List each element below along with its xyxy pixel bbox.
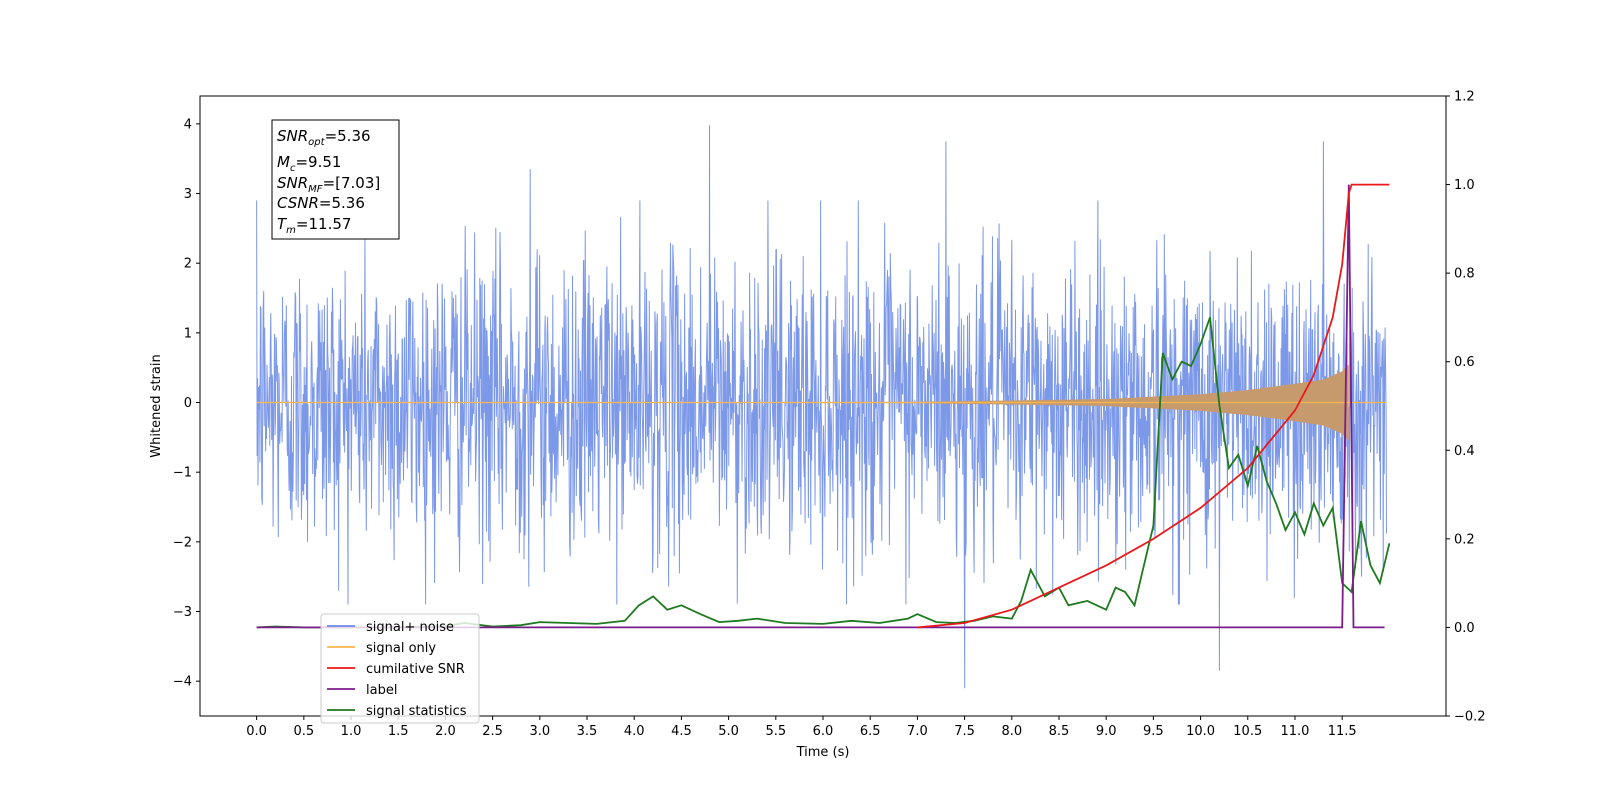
x-tick-label: 3.5 — [577, 724, 598, 739]
x-tick-label: 2.0 — [435, 724, 456, 739]
legend-item-signal-statistics: signal statistics — [327, 704, 467, 719]
x-tick-label: 10.0 — [1186, 724, 1215, 739]
label-line — [256, 184, 1385, 629]
stats-mc: Mc=9.51 — [277, 153, 341, 174]
signal-noise-line — [256, 125, 1387, 689]
y-axis-ticks: 4 3 2 1 0 −1 −2 −3 −4 — [173, 117, 200, 690]
x-tick-label: 1.5 — [388, 724, 409, 739]
y-axis-label: Whitened strain — [149, 354, 164, 457]
legend-item-cumulative-snr: cumilative SNR — [327, 662, 465, 677]
y2-axis-ticks: 1.2 1.0 0.8 0.6 0.4 0.2 0.0 −0.2 — [1446, 90, 1486, 725]
y2-tick-label: 1.2 — [1454, 90, 1475, 105]
svg-text:signal statistics: signal statistics — [366, 704, 467, 719]
y-tick-label: 1 — [184, 326, 192, 341]
x-tick-label: 4.5 — [671, 724, 692, 739]
x-tick-label: 5.5 — [765, 724, 786, 739]
y-tick-label: 2 — [184, 257, 192, 272]
y2-tick-label: −0.2 — [1454, 710, 1486, 725]
x-axis-ticks: 0.0 0.5 1.0 1.5 2.0 2.5 3.0 3.5 4.0 4.5 5.0 5.5 6.0 6… — [246, 716, 1357, 739]
stats-snr-mf: SNRMF=[7.03] — [277, 174, 380, 195]
x-tick-label: 3.0 — [529, 724, 550, 739]
x-tick-label: 4.0 — [624, 724, 645, 739]
y2-tick-label: 0.0 — [1454, 621, 1475, 636]
legend-item-signal-only: signal only — [327, 641, 436, 656]
x-axis-label: Time (s) — [796, 745, 850, 760]
x-tick-label: 0.0 — [246, 724, 267, 739]
y2-tick-label: 0.2 — [1454, 532, 1475, 547]
x-tick-label: 9.0 — [1096, 724, 1117, 739]
signal-statistics-line — [256, 317, 1391, 629]
stats-snr-opt: SNRopt=5.36 — [277, 127, 371, 148]
x-tick-label: 9.5 — [1143, 724, 1164, 739]
y2-tick-label: 0.8 — [1454, 267, 1475, 282]
stats-csnr: CSNR=5.36 — [277, 194, 365, 212]
stats-tm: Tm=11.57 — [277, 215, 351, 236]
y2-tick-label: 1.0 — [1454, 178, 1475, 193]
legend: signal+ noise signal only cumilative SNR… — [320, 613, 480, 724]
y-tick-label: 3 — [184, 187, 192, 202]
y2-tick-label: 0.4 — [1454, 444, 1475, 459]
x-tick-label: 11.0 — [1280, 724, 1309, 739]
x-tick-label: 6.5 — [860, 724, 881, 739]
svg-text:label: label — [366, 683, 397, 698]
plot-series — [256, 125, 1391, 689]
legend-item-label: label — [327, 683, 397, 698]
svg-text:cumilative SNR: cumilative SNR — [366, 662, 465, 677]
y-tick-label: −3 — [173, 605, 192, 620]
x-tick-label: 1.0 — [341, 724, 362, 739]
x-tick-label: 7.5 — [954, 724, 975, 739]
x-tick-label: 10.5 — [1233, 724, 1262, 739]
y-tick-label: −2 — [173, 535, 192, 550]
x-tick-label: 5.0 — [718, 724, 739, 739]
x-tick-label: 7.0 — [907, 724, 928, 739]
y-tick-label: −1 — [173, 466, 192, 481]
stats-box: SNRopt=5.36 Mc=9.51 SNRMF=[7.03] CSNR=5.… — [271, 119, 400, 240]
x-tick-label: 11.5 — [1328, 724, 1357, 739]
cumulative-snr-line — [917, 183, 1390, 629]
x-tick-label: 8.5 — [1049, 724, 1070, 739]
y-tick-label: −4 — [173, 675, 192, 690]
svg-text:signal only: signal only — [366, 641, 436, 656]
svg-text:signal+ noise: signal+ noise — [366, 620, 454, 635]
x-tick-label: 8.0 — [1001, 724, 1022, 739]
x-tick-label: 2.5 — [482, 724, 503, 739]
y2-tick-label: 0.6 — [1454, 355, 1475, 370]
x-tick-label: 0.5 — [293, 724, 314, 739]
y-tick-label: 0 — [184, 396, 192, 411]
legend-item-signal-noise: signal+ noise — [327, 620, 454, 635]
y-tick-label: 4 — [184, 117, 192, 132]
x-tick-label: 6.0 — [813, 724, 834, 739]
